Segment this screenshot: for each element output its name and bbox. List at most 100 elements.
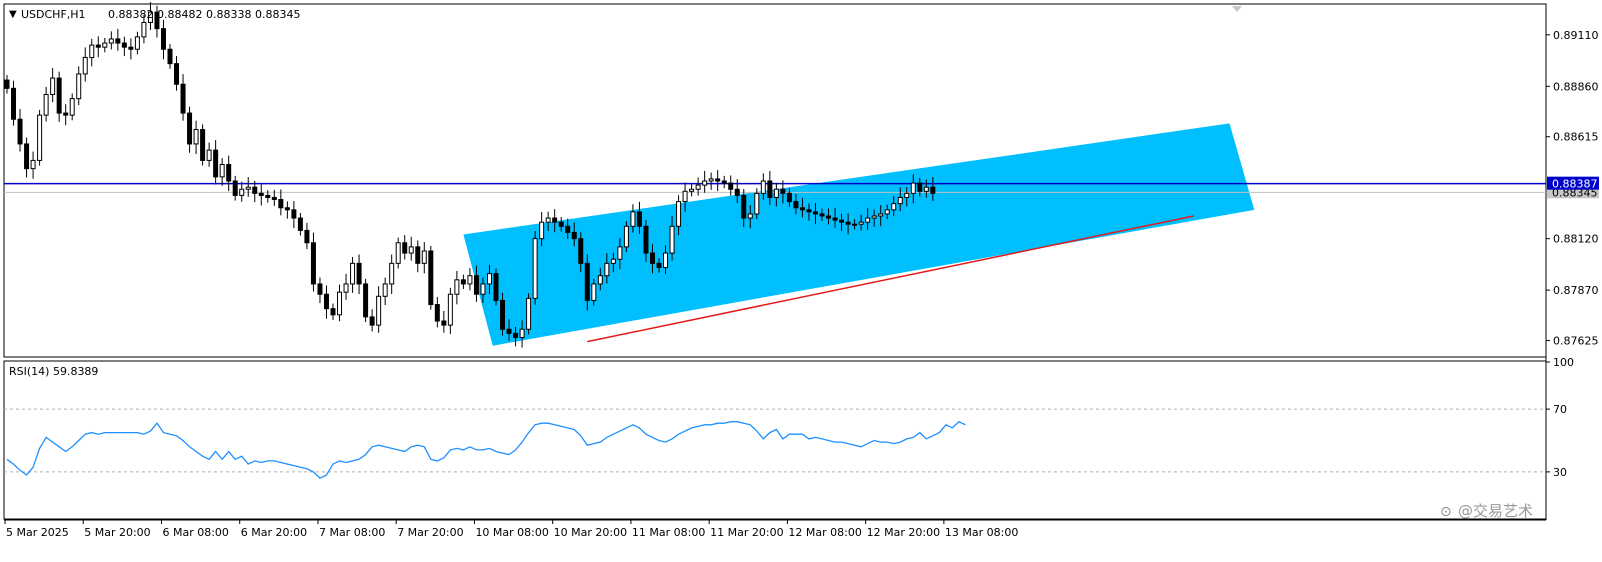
- candle-body: [193, 129, 199, 145]
- candle-body: [734, 188, 740, 196]
- candle-body: [180, 83, 186, 114]
- candle: [773, 182, 779, 207]
- price-axis[interactable]: 0.89110 0.88860 0.88615 0.88120 0.87870 0.876…: [1546, 29, 1599, 348]
- candle-body: [767, 180, 773, 198]
- candle-body: [382, 283, 388, 297]
- candle: [689, 184, 695, 197]
- candle-body: [43, 94, 49, 116]
- time-axis[interactable]: 5 Mar 2025 5 Mar 20:00 6 Mar 08:00 6 Mar 20…: [4, 520, 1018, 539]
- candle-body: [812, 211, 818, 215]
- candle-body: [610, 258, 616, 264]
- candle: [832, 207, 838, 228]
- candle-body: [689, 188, 695, 192]
- candle: [415, 240, 421, 273]
- candle-body: [363, 283, 369, 318]
- candle-body: [617, 246, 623, 260]
- candle: [356, 254, 362, 295]
- time-tick-label: 12 Mar 08:00: [788, 526, 861, 539]
- candle-body: [904, 192, 910, 198]
- candle-body: [682, 190, 688, 203]
- candle: [532, 231, 538, 305]
- candle: [558, 217, 564, 232]
- candle: [428, 245, 434, 310]
- candle-body: [597, 275, 603, 285]
- candle: [304, 222, 310, 250]
- candle-body: [832, 217, 838, 221]
- candle: [702, 170, 708, 193]
- candle-body: [76, 73, 82, 100]
- candle-body: [865, 217, 871, 223]
- candle-body: [558, 221, 564, 227]
- time-tick-label: 5 Mar 2025: [6, 526, 69, 539]
- candle-body: [467, 275, 473, 285]
- candle: [878, 205, 884, 227]
- candle-body: [134, 36, 140, 50]
- channel-fill: [463, 123, 1255, 346]
- candle-body: [636, 211, 642, 227]
- candle: [578, 232, 584, 273]
- candle-body: [643, 225, 649, 254]
- candle-body: [63, 112, 69, 116]
- candle: [826, 208, 832, 225]
- candle: [636, 201, 642, 234]
- candle: [121, 36, 127, 57]
- candle-body: [663, 252, 669, 268]
- candle-body: [513, 332, 519, 338]
- price-tick-label: 0.87870: [1553, 284, 1599, 297]
- candle-body: [584, 262, 590, 301]
- shift-marker-icon[interactable]: [1232, 6, 1242, 12]
- rsi-tick-label: 30: [1553, 466, 1567, 479]
- candle-body: [760, 180, 766, 194]
- ascending-channel[interactable]: [463, 123, 1255, 346]
- time-tick-label: 10 Mar 08:00: [475, 526, 548, 539]
- candle-body: [780, 188, 786, 194]
- candle: [421, 242, 427, 274]
- candle: [571, 222, 577, 247]
- candle: [721, 175, 727, 189]
- candle: [193, 120, 199, 155]
- candle: [43, 86, 49, 122]
- candle: [760, 173, 766, 200]
- candle: [102, 37, 108, 53]
- candle: [147, 2, 153, 31]
- watermark-text: @交易艺术: [1458, 502, 1533, 520]
- candle-body: [154, 11, 160, 30]
- candle: [11, 80, 17, 126]
- candle: [82, 47, 88, 82]
- candle-body: [623, 225, 629, 248]
- collapse-arrow-icon[interactable]: ▼: [9, 9, 17, 20]
- candle-body: [421, 250, 427, 264]
- candle-body: [24, 143, 30, 170]
- candle-body: [402, 242, 408, 254]
- candle-body: [545, 217, 551, 223]
- candle-body: [121, 42, 127, 48]
- candle-body: [715, 178, 721, 182]
- candle: [56, 71, 62, 122]
- candle-body: [297, 217, 303, 231]
- candle: [337, 284, 343, 322]
- candle: [454, 270, 460, 305]
- candle: [76, 66, 82, 106]
- candle-body: [174, 63, 180, 85]
- candle: [897, 187, 903, 212]
- candle: [447, 287, 453, 334]
- candle: [891, 196, 897, 217]
- candle: [226, 155, 232, 192]
- price-tick-label: 0.88615: [1553, 131, 1599, 144]
- candle: [799, 197, 805, 218]
- candle: [741, 189, 747, 227]
- candle: [708, 172, 714, 190]
- candle: [343, 273, 349, 300]
- candle: [630, 204, 636, 233]
- candle-body: [369, 316, 375, 326]
- candle-body: [852, 223, 858, 226]
- candle-body: [826, 215, 832, 219]
- candle: [108, 31, 114, 50]
- candle: [206, 142, 212, 167]
- support-trendline-group[interactable]: [587, 215, 1194, 343]
- candle-body: [526, 297, 532, 330]
- candle: [37, 109, 43, 166]
- candle: [160, 19, 166, 60]
